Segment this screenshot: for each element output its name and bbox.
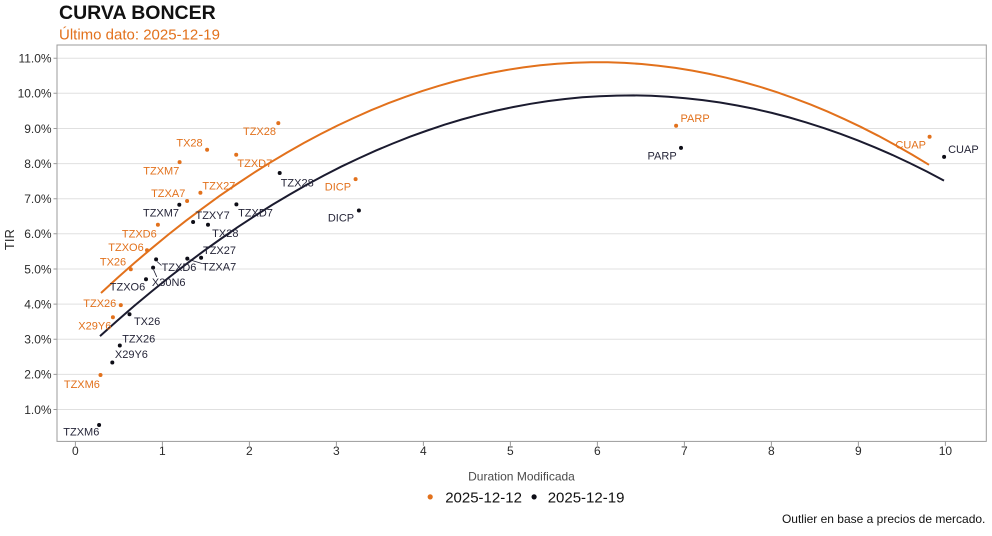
svg-text:CURVA BONCER: CURVA BONCER <box>59 2 216 24</box>
svg-text:Duration Modificada: Duration Modificada <box>468 469 575 483</box>
svg-text:TZXD7: TZXD7 <box>238 208 273 220</box>
svg-text:3.0%: 3.0% <box>24 333 52 347</box>
svg-text:9.0%: 9.0% <box>24 122 52 136</box>
svg-text:TZX27: TZX27 <box>202 181 235 193</box>
svg-text:TZX26: TZX26 <box>83 298 116 310</box>
svg-text:TX26: TX26 <box>100 257 126 269</box>
svg-text:2: 2 <box>246 444 253 458</box>
svg-text:10: 10 <box>939 444 953 458</box>
svg-text:TX28: TX28 <box>212 228 238 240</box>
svg-text:3: 3 <box>333 444 340 458</box>
svg-text:TZXA7: TZXA7 <box>202 262 236 274</box>
svg-text:TZXM6: TZXM6 <box>63 426 99 438</box>
svg-text:2025-12-19: 2025-12-19 <box>548 489 625 506</box>
svg-text:9: 9 <box>855 444 862 458</box>
svg-text:TZX27: TZX27 <box>203 245 236 257</box>
svg-text:TZXA7: TZXA7 <box>151 188 185 200</box>
svg-text:TX26: TX26 <box>134 316 160 328</box>
svg-text:PARP: PARP <box>681 113 710 125</box>
svg-text:TZXO6: TZXO6 <box>108 242 143 254</box>
svg-text:4.0%: 4.0% <box>24 298 52 312</box>
svg-text:TZXD6: TZXD6 <box>162 262 197 274</box>
svg-text:7.0%: 7.0% <box>24 192 52 206</box>
svg-text:7: 7 <box>681 444 688 458</box>
svg-text:TZX28: TZX28 <box>281 178 314 190</box>
svg-text:TZXM7: TZXM7 <box>143 208 179 220</box>
svg-text:CUAP: CUAP <box>948 144 979 156</box>
svg-text:6: 6 <box>594 444 601 458</box>
svg-text:5.0%: 5.0% <box>24 262 52 276</box>
svg-text:TIR: TIR <box>2 229 17 250</box>
svg-text:TZXO6: TZXO6 <box>110 282 145 294</box>
svg-text:8: 8 <box>768 444 775 458</box>
svg-text:6.0%: 6.0% <box>24 227 52 241</box>
svg-text:2025-12-12: 2025-12-12 <box>445 489 522 506</box>
svg-text:X29Y6: X29Y6 <box>78 321 111 333</box>
svg-text:TZXD6: TZXD6 <box>122 229 157 241</box>
svg-text:TZX28: TZX28 <box>243 126 276 138</box>
svg-text:TX28: TX28 <box>176 137 202 149</box>
svg-text:1.0%: 1.0% <box>24 403 52 417</box>
svg-text:TZXM6: TZXM6 <box>64 379 100 391</box>
svg-text:10.0%: 10.0% <box>18 87 52 101</box>
svg-text:PARP: PARP <box>648 151 677 163</box>
svg-text:TZXY7: TZXY7 <box>195 210 229 222</box>
svg-text:X30N6: X30N6 <box>152 277 186 289</box>
svg-text:Último dato: 2025-12-19: Último dato: 2025-12-19 <box>59 27 220 44</box>
svg-text:1: 1 <box>159 444 166 458</box>
svg-text:TZX26: TZX26 <box>122 334 155 346</box>
svg-text:TZXM7: TZXM7 <box>143 166 179 178</box>
svg-text:5: 5 <box>507 444 514 458</box>
svg-text:CUAP: CUAP <box>895 140 926 152</box>
svg-text:X29Y6: X29Y6 <box>115 349 148 361</box>
svg-text:8.0%: 8.0% <box>24 157 52 171</box>
svg-text:11.0%: 11.0% <box>18 52 51 66</box>
svg-text:2.0%: 2.0% <box>24 368 52 382</box>
svg-text:DICP: DICP <box>328 213 354 225</box>
svg-text:0: 0 <box>72 444 79 458</box>
svg-text:DICP: DICP <box>325 182 351 194</box>
svg-text:TZXD7: TZXD7 <box>237 158 272 170</box>
svg-text:Outlier en base a precios de m: Outlier en base a precios de mercado. <box>782 512 985 526</box>
svg-text:4: 4 <box>420 444 427 458</box>
